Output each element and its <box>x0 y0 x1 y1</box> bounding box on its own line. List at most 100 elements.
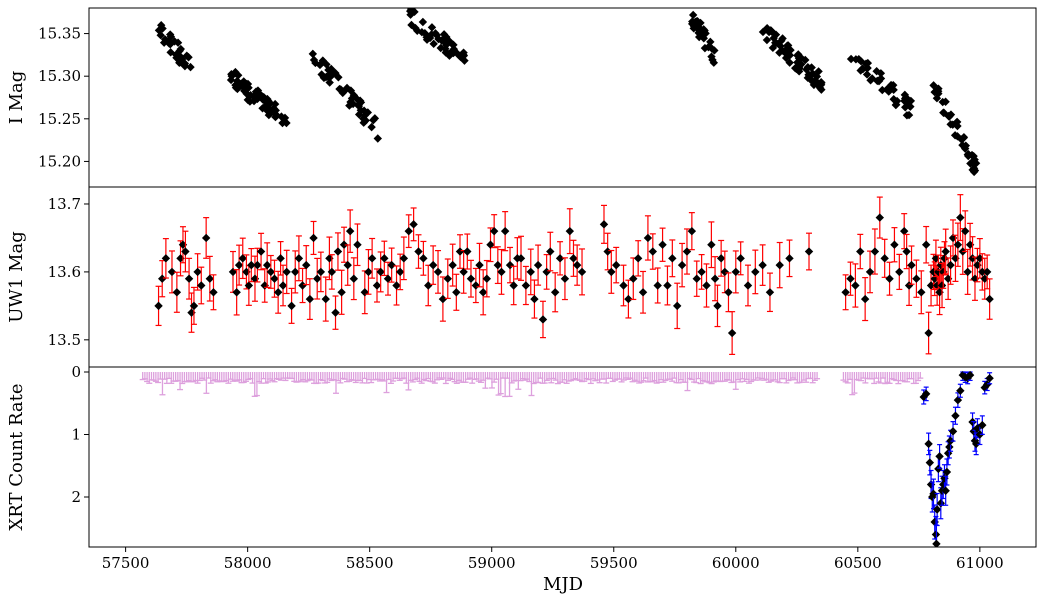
data-point <box>692 274 701 283</box>
data-point <box>405 8 415 16</box>
data-point <box>311 58 320 68</box>
data-point <box>505 260 515 270</box>
y-tick-label: 13.7 <box>48 195 81 213</box>
data-point <box>688 10 698 20</box>
x-tick-label: 60000 <box>712 554 760 572</box>
data-point <box>345 101 354 110</box>
data-point <box>359 114 368 123</box>
data-point <box>424 281 433 290</box>
data-point <box>874 76 883 85</box>
data-point <box>184 274 194 283</box>
data-point <box>475 260 484 270</box>
data-point <box>298 281 307 290</box>
data-point <box>935 288 944 297</box>
data-point <box>328 68 338 78</box>
x-tick-label: 57500 <box>102 554 150 572</box>
data-point <box>951 411 960 420</box>
data-point <box>758 27 768 37</box>
data-point <box>438 294 448 304</box>
data-layer <box>139 370 994 547</box>
data-point <box>413 26 422 35</box>
data-point <box>880 254 889 263</box>
data-point <box>792 64 801 74</box>
data-point <box>970 436 980 445</box>
data-point <box>948 233 958 243</box>
data-point <box>164 39 174 48</box>
data-point <box>161 254 171 263</box>
data-point <box>812 72 822 81</box>
data-point <box>851 281 860 290</box>
data-point <box>970 155 979 164</box>
data-point <box>456 52 465 62</box>
data-point <box>526 267 535 277</box>
data-point <box>546 247 555 256</box>
data-point <box>764 27 774 37</box>
data-point <box>322 60 331 69</box>
data-point <box>448 40 458 50</box>
data-point <box>692 21 702 31</box>
data-point <box>226 75 236 85</box>
data-point <box>387 260 396 270</box>
data-point <box>968 165 977 175</box>
data-point <box>497 267 506 277</box>
data-point <box>707 44 717 53</box>
data-point <box>751 267 760 277</box>
data-point <box>455 247 465 256</box>
data-point <box>463 247 472 256</box>
data-point <box>521 281 531 290</box>
y-tick-label: 15.30 <box>38 67 81 85</box>
data-point <box>841 288 850 297</box>
data-point <box>448 260 457 270</box>
data-point <box>731 267 740 277</box>
data-point <box>334 73 343 82</box>
data-point <box>392 281 401 290</box>
data-point <box>239 77 248 86</box>
data-point <box>278 281 288 290</box>
data-point <box>550 288 560 297</box>
data-point <box>956 213 965 222</box>
data-point <box>255 90 264 99</box>
data-point <box>890 240 899 249</box>
data-point <box>769 33 778 43</box>
data-point <box>452 288 461 297</box>
data-point <box>599 220 609 229</box>
data-point <box>985 294 994 304</box>
data-point <box>870 247 880 256</box>
data-point <box>158 274 167 283</box>
y-tick-label: 13.6 <box>48 263 81 281</box>
data-point <box>302 260 311 270</box>
data-point <box>925 458 935 467</box>
data-point <box>658 240 667 249</box>
data-point <box>383 274 393 283</box>
data-point <box>181 247 190 256</box>
data-point <box>376 267 385 277</box>
data-point <box>973 424 982 433</box>
data-point <box>186 62 195 72</box>
data-point <box>170 37 179 46</box>
data-point <box>777 36 786 45</box>
data-point <box>466 274 476 283</box>
data-point <box>785 51 795 60</box>
data-point <box>611 260 621 270</box>
data-point <box>867 74 877 83</box>
data-point <box>333 247 343 256</box>
data-point <box>904 110 914 120</box>
data-point <box>154 26 164 35</box>
data-point <box>965 240 975 249</box>
data-point <box>934 464 943 474</box>
data-point <box>282 267 291 277</box>
data-point <box>928 492 937 502</box>
data-point <box>538 315 548 324</box>
data-point <box>946 110 956 119</box>
data-point <box>193 267 202 277</box>
data-point <box>516 254 526 263</box>
data-point <box>783 41 793 50</box>
data-point <box>700 43 710 53</box>
data-point <box>885 274 894 283</box>
data-point <box>263 94 272 104</box>
y-tick-label: 15.25 <box>38 110 81 128</box>
data-point <box>762 35 772 45</box>
data-point <box>419 254 428 263</box>
data-point <box>160 35 170 44</box>
data-point <box>689 20 698 29</box>
